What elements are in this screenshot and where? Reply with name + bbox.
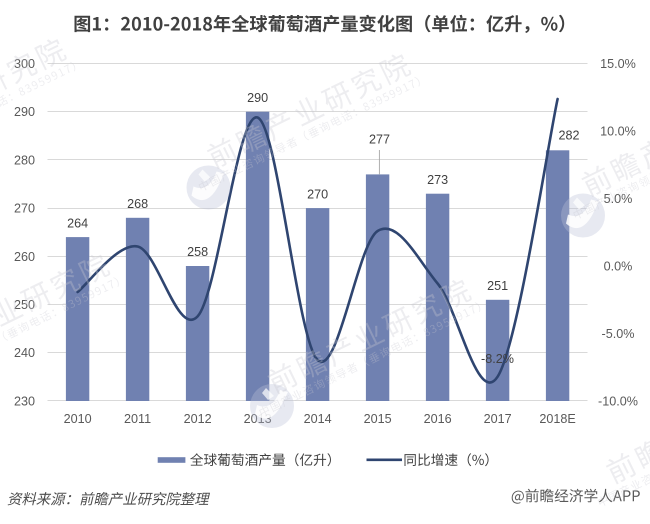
svg-text:2018E: 2018E <box>539 412 575 426</box>
svg-text:277: 277 <box>369 132 390 146</box>
svg-text:2010: 2010 <box>64 412 92 426</box>
svg-text:300: 300 <box>14 57 35 71</box>
svg-text:-5.0%: -5.0% <box>602 327 635 341</box>
svg-text:2017: 2017 <box>484 412 512 426</box>
svg-text:2012: 2012 <box>184 412 212 426</box>
svg-text:264: 264 <box>67 216 88 230</box>
svg-text:280: 280 <box>14 153 35 167</box>
svg-text:273: 273 <box>427 173 448 187</box>
svg-text:268: 268 <box>127 197 148 211</box>
svg-text:270: 270 <box>307 187 328 201</box>
svg-text:250: 250 <box>14 298 35 312</box>
svg-text:290: 290 <box>14 105 35 119</box>
svg-text:290: 290 <box>247 91 268 105</box>
svg-text:2014: 2014 <box>304 412 332 426</box>
svg-text:10.0%: 10.0% <box>600 124 636 138</box>
svg-text:2016: 2016 <box>424 412 452 426</box>
svg-text:0.0%: 0.0% <box>604 259 633 273</box>
svg-text:260: 260 <box>14 250 35 264</box>
svg-text:-10.0%: -10.0% <box>598 394 638 408</box>
svg-text:5.0%: 5.0% <box>604 192 633 206</box>
svg-text:240: 240 <box>14 346 35 360</box>
svg-text:15.0%: 15.0% <box>600 57 636 71</box>
svg-text:270: 270 <box>14 202 35 216</box>
svg-text:230: 230 <box>14 394 35 408</box>
svg-text:2011: 2011 <box>124 412 151 426</box>
svg-text:251: 251 <box>487 279 508 293</box>
svg-text:-8.2%: -8.2% <box>481 352 514 366</box>
svg-text:258: 258 <box>187 245 208 259</box>
svg-text:2015: 2015 <box>364 412 392 426</box>
svg-text:282: 282 <box>558 128 579 142</box>
